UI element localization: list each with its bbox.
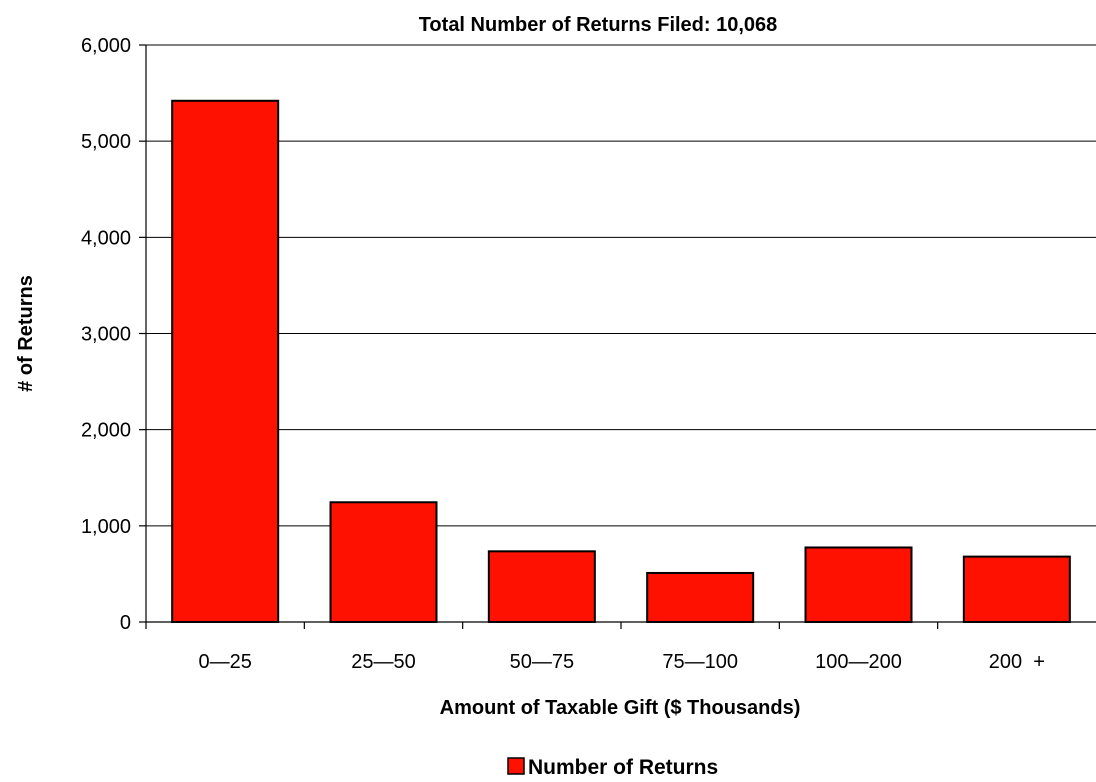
bars xyxy=(171,99,1071,624)
bar xyxy=(646,571,755,624)
legend-label: Number of Returns xyxy=(528,756,718,779)
y-tick-label: 3,000 xyxy=(81,324,131,346)
x-tick-label: 100—200 xyxy=(815,651,902,673)
bar xyxy=(962,555,1071,624)
chart-title: Total Number of Returns Filed: 10,068 xyxy=(419,14,778,36)
legend-swatch xyxy=(507,757,525,775)
y-tick-label: 6,000 xyxy=(81,35,131,57)
bar xyxy=(329,501,438,623)
y-tick-label: 2,000 xyxy=(81,420,131,442)
x-tick-label: 0—25 xyxy=(198,651,251,673)
axes xyxy=(139,44,1096,629)
y-tick-labels: 0 1,000 2,000 3,000 4,000 5,000 6,000 xyxy=(81,35,131,634)
y-tick-label: 5,000 xyxy=(81,131,131,153)
bar xyxy=(171,99,280,623)
y-tick-label: 0 xyxy=(120,612,131,634)
gridlines xyxy=(146,44,1096,527)
bar xyxy=(487,550,596,624)
legend: Number of Returns xyxy=(507,756,718,779)
x-tick-label: 50—75 xyxy=(510,651,575,673)
x-tick-label: 25—50 xyxy=(351,651,416,673)
y-tick-label: 4,000 xyxy=(81,227,131,249)
x-tick-labels: 0—25 25—50 50—75 75—100 100—200 200 + xyxy=(198,651,1044,673)
y-tick-label: 1,000 xyxy=(81,516,131,538)
x-axis-title: Amount of Taxable Gift ($ Thousands) xyxy=(440,697,801,719)
x-tick-label: 75—100 xyxy=(662,651,738,673)
y-axis-title: # of Returns xyxy=(15,275,37,392)
x-tick-label: 200 + xyxy=(989,651,1045,673)
bar xyxy=(804,546,913,623)
